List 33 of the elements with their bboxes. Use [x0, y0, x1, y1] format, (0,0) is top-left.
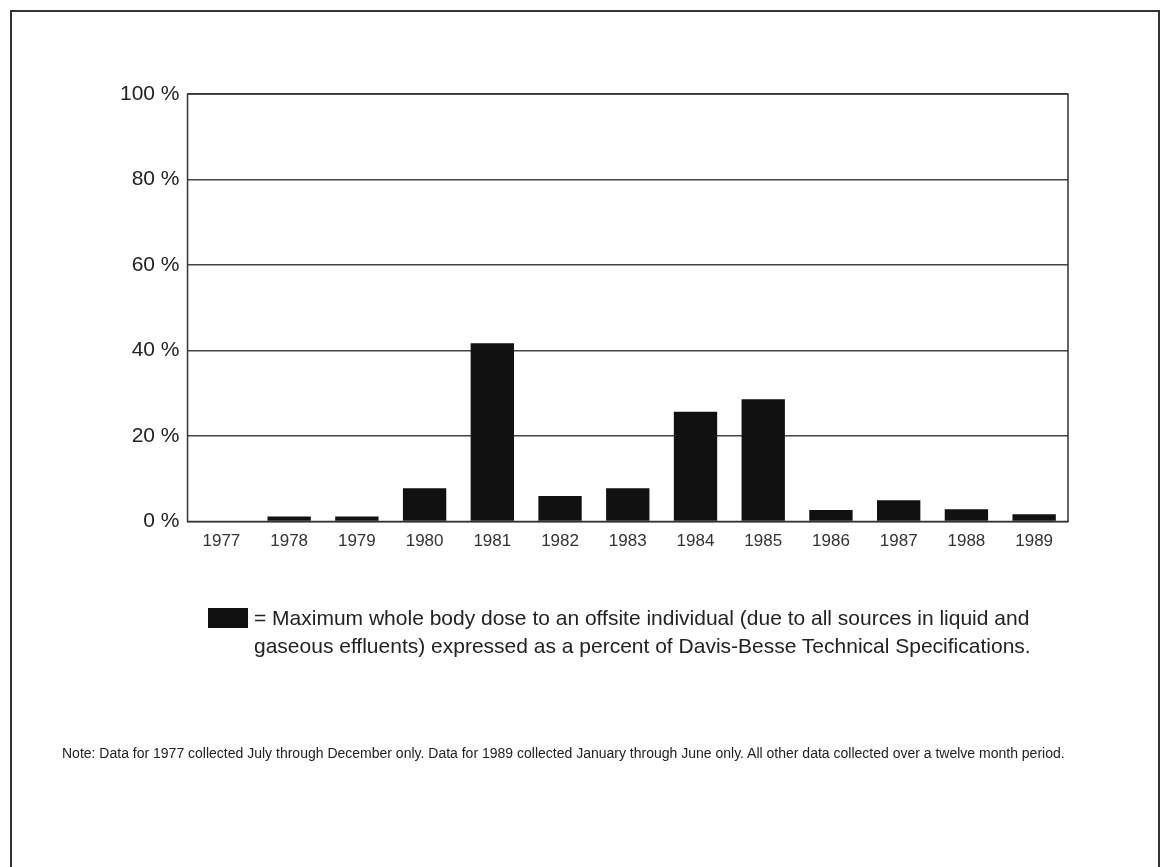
y-tick-label: 40 % — [131, 337, 180, 361]
x-tick-label: 1985 — [744, 531, 783, 551]
y-tick-label: 0 % — [143, 508, 180, 532]
bar — [267, 516, 311, 521]
bar — [1012, 514, 1056, 521]
x-tick-label: 1980 — [405, 531, 444, 551]
bar — [538, 495, 582, 521]
x-tick-label: 1987 — [879, 531, 918, 551]
bar — [402, 488, 447, 521]
bar — [335, 516, 379, 521]
bar — [606, 488, 650, 521]
text: Note: Data for 1977 collected July through December only. Data for 1989 collected January through June only. All other data collected over a twelve month period. — [62, 744, 1066, 763]
x-tick-label: 1979 — [337, 531, 376, 551]
bar — [809, 510, 853, 521]
bar — [944, 509, 989, 521]
bar — [673, 411, 718, 521]
x-tick-label: 1978 — [270, 531, 309, 551]
bar — [470, 343, 514, 521]
legend-label: = Maximum whole body dose to an offsite individual (due to all sources in liquid and gaseous effluents) expressed as a percent of Davis-Besse Technical Specifications. — [254, 605, 1032, 659]
y-tick-label: 60 % — [131, 251, 180, 275]
x-tick-label: 1977 — [202, 531, 241, 551]
y-tick-label: 80 % — [131, 166, 180, 190]
x-tick-label: 1984 — [676, 531, 715, 551]
x-tick-label: 1983 — [608, 531, 647, 551]
x-tick-label: 1981 — [473, 531, 512, 551]
bar — [741, 399, 785, 521]
x-tick-label: 1989 — [1015, 531, 1054, 551]
x-tick-label: 1982 — [541, 531, 579, 551]
y-tick-label: 100 % — [120, 80, 180, 104]
bar — [877, 500, 921, 521]
x-tick-label: 1986 — [812, 531, 850, 551]
y-tick-label: 20 % — [131, 422, 180, 446]
x-tick-label: 1988 — [947, 531, 986, 551]
